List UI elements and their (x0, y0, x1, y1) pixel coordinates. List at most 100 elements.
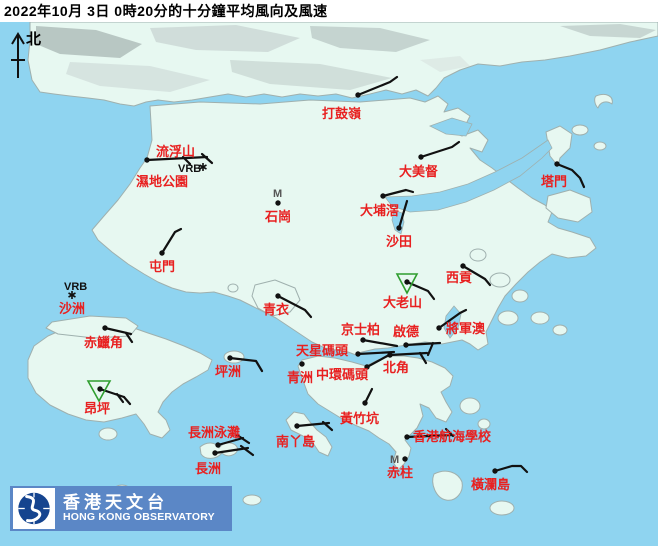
station-tag: VRB (64, 281, 87, 293)
wind-barb (276, 294, 313, 319)
station-dot-icon (294, 423, 300, 429)
station-dot-icon (144, 157, 150, 163)
land-crescent-island (594, 93, 613, 109)
station-沙田: 沙田 (386, 199, 412, 249)
station-中環碼頭: 中環碼頭 (316, 353, 391, 382)
station-dot-icon (355, 351, 361, 357)
station-label: 啟德 (393, 324, 419, 339)
station-將軍澳: 將軍澳 (436, 308, 486, 336)
station-流浮山: 流浮山 (144, 144, 214, 166)
station-dot-icon (355, 92, 361, 98)
station-label: 大老山 (383, 295, 422, 310)
station-tag: VRB (178, 163, 201, 175)
station-香港航海學校: 香港航海學校 (404, 427, 492, 444)
station-dot-icon (275, 293, 281, 299)
land-ma-wan (227, 283, 239, 293)
station-dot-icon (436, 325, 442, 331)
station-坪洲: 坪洲 (215, 355, 264, 379)
station-label: 青衣 (263, 302, 289, 317)
land-tap-mun (545, 125, 573, 167)
wind-barb (437, 308, 468, 330)
station-長洲泳灘: 長洲泳灘 (188, 425, 251, 448)
wind-barb (356, 75, 399, 97)
station-啟德: 啟德 (393, 324, 442, 357)
station-label: 黃竹坑 (339, 411, 379, 426)
land-w-islet-4 (242, 494, 262, 506)
station-dot-icon (102, 325, 108, 331)
land-port-shelter-4 (530, 311, 550, 325)
station-南丫島: 南丫島 (276, 420, 334, 449)
station-label: 青洲 (287, 370, 313, 385)
wind-barb (444, 427, 455, 438)
station-dot-icon (554, 161, 560, 167)
station-dot-icon (215, 442, 221, 448)
station-label: 大美督 (399, 164, 438, 179)
station-大老山: 大老山 (383, 273, 436, 310)
wind-barb (365, 353, 391, 369)
station-label: 沙田 (386, 234, 412, 249)
land-w-islet-1 (98, 427, 118, 441)
station-label: 塔門 (541, 174, 567, 189)
land-port-shelter-1 (489, 272, 511, 288)
hko-logo-chinese: 香港天文台 (63, 493, 168, 513)
station-dot-icon (403, 342, 409, 348)
variable-wind-star-icon (199, 164, 207, 170)
wind-barb (160, 227, 183, 255)
station-dot-icon (275, 200, 281, 206)
land-tsing-yi (251, 279, 301, 317)
station-dot-icon (360, 337, 366, 343)
north-label: 北 (26, 31, 42, 48)
station-dot-icon (404, 279, 410, 285)
wind-barb (115, 392, 125, 404)
tolo-harbour (384, 139, 553, 213)
station-label: 濕地公園 (136, 174, 188, 189)
station-tag: M (390, 454, 399, 466)
station-label: 流浮山 (156, 144, 195, 159)
station-塔門: 塔門 (541, 161, 586, 189)
land-s-islet-2 (477, 418, 491, 430)
station-label: 沙洲 (59, 301, 85, 316)
station-label: 天星碼頭 (296, 343, 349, 358)
hko-logo-banner: 香港天文台 HONG KONG OBSERVATORY (10, 486, 232, 531)
wind-barb (181, 155, 192, 166)
land-port-shelter-2 (511, 289, 529, 303)
wind-barb (239, 444, 255, 457)
wind-barb (419, 140, 461, 159)
wind-barb (200, 152, 214, 165)
station-西貢: 西貢 (446, 263, 492, 287)
station-dot-icon (418, 154, 424, 160)
wind-barb (461, 264, 492, 287)
station-沙洲: VRB 沙洲 (59, 281, 87, 316)
station-label: 西貢 (446, 270, 472, 285)
station-dot-icon (97, 386, 103, 392)
station-dot-icon (362, 400, 368, 406)
land-peng-chau (223, 350, 245, 364)
station-label: 打鼓嶺 (322, 106, 361, 121)
station-橫瀾島: 橫瀾島 (471, 464, 529, 492)
station-昂坪: 昂坪 (84, 380, 132, 416)
station-打鼓嶺: 打鼓嶺 (322, 75, 399, 121)
station-dot-icon (460, 263, 466, 269)
station-label: 京士柏 (341, 322, 380, 337)
wind-barb (426, 341, 435, 357)
station-青衣: 青衣 (263, 293, 313, 319)
station-label: 橫瀾島 (471, 477, 510, 492)
station-label: 赤鱲角 (84, 335, 123, 350)
land-ne-islet-1 (571, 124, 589, 136)
triangle-marker-icon (395, 273, 419, 295)
hko-logo-text: 香港天文台 HONG KONG OBSERVATORY (63, 494, 215, 523)
station-dot-icon (402, 456, 408, 462)
station-dot-icon (299, 361, 305, 367)
station-大美督: 大美督 (399, 140, 461, 179)
urban-texture (36, 24, 656, 92)
map-title: 2022年10月 3日 0時20分的十分鐘平均風向及風速 (0, 0, 658, 22)
north-arrow-icon (11, 32, 25, 78)
wind-barb (405, 280, 436, 301)
station-label: 昂坪 (84, 401, 110, 416)
station-label: 北角 (383, 360, 409, 375)
station-label: 將軍澳 (446, 321, 486, 336)
station-label: 中環碼頭 (316, 367, 369, 382)
